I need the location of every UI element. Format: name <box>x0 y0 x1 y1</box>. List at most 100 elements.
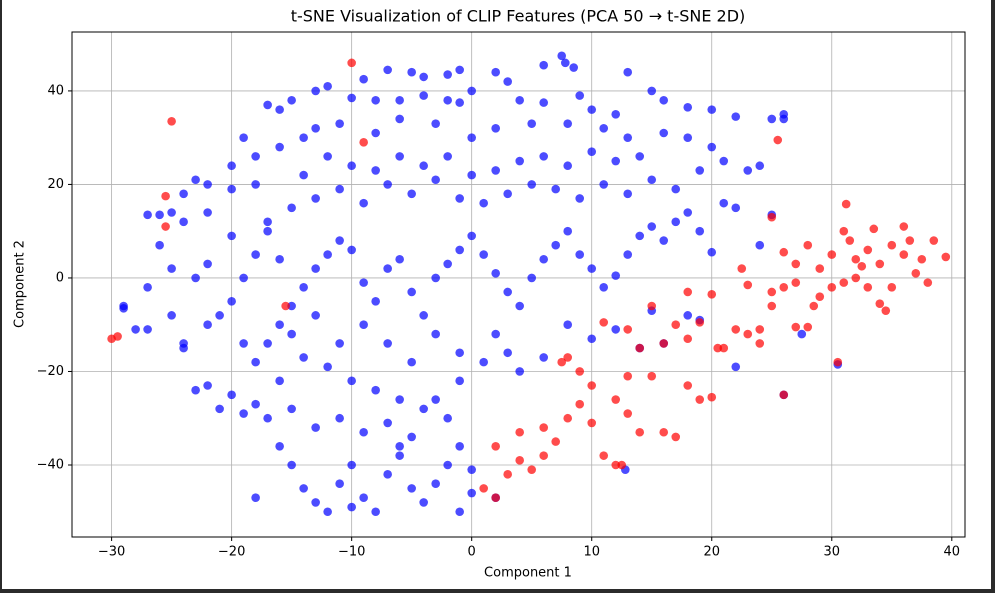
point <box>563 119 573 128</box>
point <box>263 217 272 227</box>
point <box>359 427 368 437</box>
point <box>671 184 681 194</box>
point <box>359 198 368 208</box>
point <box>617 460 627 470</box>
point <box>371 507 380 517</box>
point <box>671 217 681 227</box>
point <box>311 423 320 432</box>
point <box>515 156 525 166</box>
point <box>635 152 645 161</box>
point <box>623 133 633 142</box>
point <box>311 311 320 320</box>
x-tick-label: 30 <box>823 545 840 560</box>
point <box>281 301 290 311</box>
point <box>191 385 200 395</box>
point <box>287 404 296 414</box>
point <box>275 441 284 451</box>
point <box>203 320 212 330</box>
point <box>119 304 128 313</box>
point <box>203 180 212 189</box>
points <box>107 51 951 517</box>
point <box>155 210 164 220</box>
point <box>707 290 717 299</box>
point <box>539 98 549 107</box>
point <box>737 264 747 273</box>
point <box>587 418 597 428</box>
point <box>419 91 428 100</box>
point <box>131 325 140 334</box>
point <box>659 339 669 348</box>
point <box>941 252 951 262</box>
point <box>455 98 464 107</box>
point <box>323 81 332 91</box>
point <box>683 133 693 142</box>
x-tick-label: −30 <box>98 545 125 560</box>
point <box>443 95 452 105</box>
point <box>647 86 657 96</box>
point <box>407 287 416 297</box>
point <box>383 339 392 348</box>
point <box>431 329 440 339</box>
point <box>671 320 681 330</box>
point <box>539 353 549 362</box>
point <box>587 264 597 273</box>
point <box>467 170 476 180</box>
point <box>371 128 380 138</box>
point <box>779 114 789 124</box>
point <box>287 203 296 213</box>
point <box>623 325 633 334</box>
point <box>359 74 368 84</box>
point <box>827 283 837 292</box>
point <box>395 254 404 264</box>
point <box>299 170 308 180</box>
point <box>791 322 801 332</box>
point <box>299 283 308 292</box>
point <box>539 423 549 432</box>
point <box>635 231 645 241</box>
point <box>227 390 236 400</box>
point <box>833 357 843 367</box>
point <box>863 245 873 255</box>
point <box>587 334 597 344</box>
point <box>561 58 570 68</box>
point <box>779 247 789 257</box>
point <box>407 67 416 77</box>
point <box>299 484 308 493</box>
y-tick-label: −40 <box>37 457 64 472</box>
point <box>815 264 825 273</box>
point <box>623 371 633 381</box>
point <box>659 128 669 138</box>
point <box>611 395 621 404</box>
point <box>467 465 476 474</box>
point <box>503 77 512 86</box>
point <box>683 287 693 297</box>
point <box>809 301 819 311</box>
point <box>527 180 537 189</box>
point <box>383 65 392 75</box>
point <box>443 70 452 79</box>
point <box>527 465 537 474</box>
point <box>347 460 356 470</box>
point <box>767 114 777 124</box>
point <box>623 189 633 199</box>
point <box>299 133 308 142</box>
point <box>275 105 284 114</box>
point <box>623 409 633 418</box>
point <box>659 236 669 245</box>
point <box>419 72 428 82</box>
point <box>587 147 597 157</box>
point <box>659 95 669 105</box>
point <box>515 301 525 311</box>
point <box>227 161 236 171</box>
point <box>287 329 296 339</box>
point <box>299 353 308 362</box>
point <box>371 385 380 395</box>
x-tick-label: −10 <box>338 545 365 560</box>
point <box>539 152 549 161</box>
point <box>467 86 476 96</box>
point <box>335 479 344 488</box>
point <box>275 254 284 264</box>
point <box>431 479 440 488</box>
